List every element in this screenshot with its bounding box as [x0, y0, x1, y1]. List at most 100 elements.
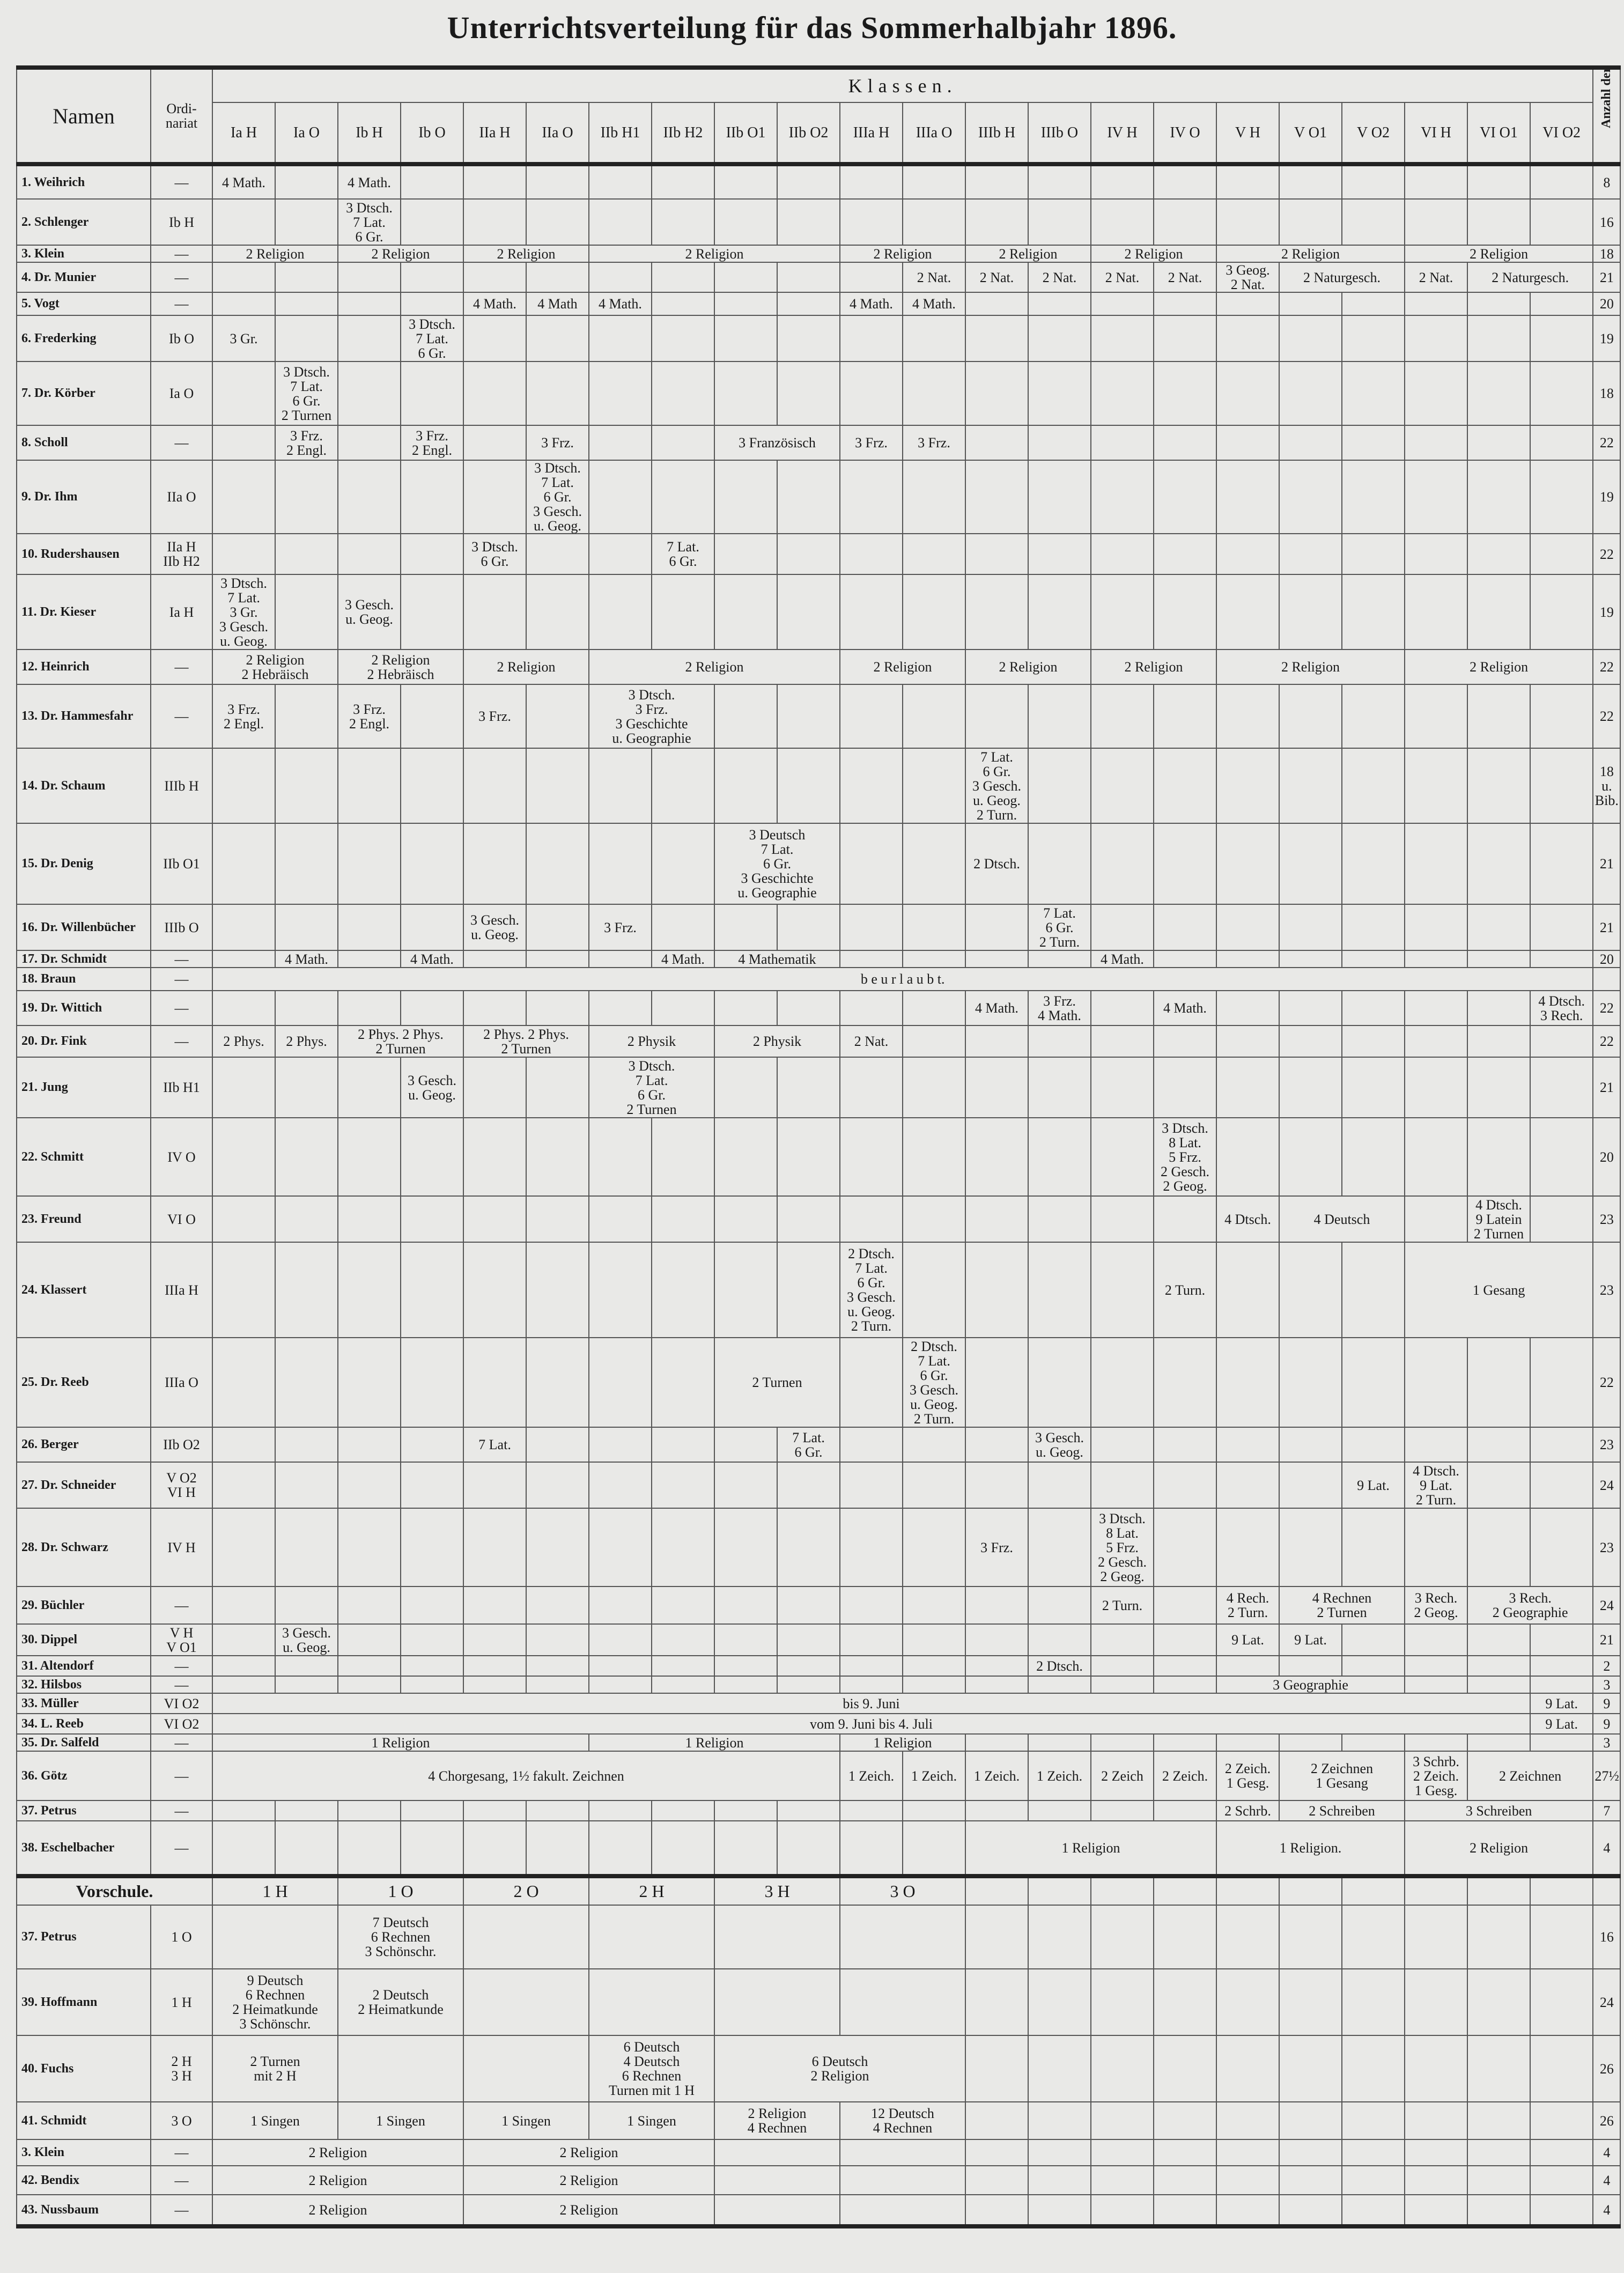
lesson-cell: 2 Religion: [1404, 245, 1594, 263]
empty-cell: [902, 1820, 966, 1877]
teaching-schedule-table: Namen Ordi- nariat Klassen. Anzahl der S…: [16, 65, 1621, 2228]
empty-cell: [714, 162, 778, 200]
class-header: V O2: [1341, 102, 1405, 165]
empty-cell: [1529, 460, 1594, 534]
empty-cell: [1279, 1968, 1342, 2036]
empty-cell: [1467, 574, 1531, 650]
empty-cell: [1529, 198, 1594, 246]
empty-cell: [1153, 1057, 1217, 1118]
empty-cell: [1529, 2101, 1594, 2140]
class-header: Ib O: [400, 102, 464, 165]
teacher-name: 26. Berger: [16, 1427, 151, 1463]
empty-cell: [651, 748, 715, 824]
hours-total: 19: [1592, 574, 1621, 650]
empty-cell: [651, 262, 715, 293]
empty-cell: [1279, 990, 1342, 1026]
empty-cell: [965, 1874, 1029, 1906]
lesson-cell: 4 Math.: [463, 292, 527, 316]
empty-cell: [1529, 1195, 1594, 1243]
ordinariat: IIb O2: [150, 1427, 213, 1463]
lesson-cell: 7 Lat. 6 Gr. 2 Turn.: [1028, 904, 1091, 951]
empty-cell: [1090, 1733, 1154, 1752]
lesson-cell: 3 Dtsch. 8 Lat. 5 Frz. 2 Gesch. 2 Geog.: [1153, 1117, 1217, 1197]
lesson-cell: 4 Chorgesang, 1½ fakult. Zeichnen: [212, 1751, 840, 1801]
empty-cell: [714, 684, 778, 749]
empty-cell: [1341, 1733, 1405, 1752]
empty-cell: [1404, 1655, 1468, 1677]
empty-cell: [839, 1508, 903, 1587]
empty-cell: [902, 950, 966, 968]
empty-cell: [965, 950, 1029, 968]
lesson-cell: 2 Nat.: [902, 262, 966, 293]
teacher-row: 31. Altendorf — 2 Dtsch. 2: [16, 1655, 1621, 1677]
hours-total: 16: [1592, 198, 1621, 246]
empty-cell: [463, 315, 527, 362]
empty-cell: [212, 1586, 276, 1625]
empty-cell: [526, 823, 589, 905]
empty-cell: [1028, 1462, 1091, 1509]
empty-cell: [839, 574, 903, 650]
empty-cell: [1028, 162, 1091, 200]
ordinariat: VI O2: [150, 1693, 213, 1714]
empty-cell: [1028, 198, 1091, 246]
empty-cell: [1028, 2194, 1091, 2227]
empty-cell: [212, 1623, 276, 1656]
lesson-cell: 2 Religion 2 Hebräisch: [212, 649, 338, 685]
empty-cell: [212, 1462, 276, 1509]
empty-cell: [1341, 1337, 1405, 1428]
empty-cell: [463, 1800, 527, 1821]
empty-cell: [965, 2101, 1029, 2140]
teacher-row: 20. Dr. Fink —2 Phys. 2 Phys. 2 Phys. 2 Phy…: [16, 1025, 1621, 1058]
empty-cell: [839, 533, 903, 575]
empty-cell: [400, 748, 464, 824]
empty-cell: [651, 574, 715, 650]
empty-cell: [275, 574, 338, 650]
empty-cell: [1153, 162, 1217, 200]
empty-cell: [714, 1057, 778, 1118]
empty-cell: [839, 748, 903, 824]
lesson-cell: 2 Religion: [839, 649, 966, 685]
empty-cell: [526, 990, 589, 1026]
empty-cell: [1153, 2139, 1217, 2166]
empty-cell: [965, 1337, 1029, 1428]
empty-cell: [1216, 823, 1280, 905]
empty-cell: [1529, 684, 1594, 749]
empty-cell: [714, 198, 778, 246]
ordinariat: IIa O: [150, 460, 213, 534]
empty-cell: [526, 162, 589, 200]
empty-cell: [1529, 823, 1594, 905]
empty-cell: [1467, 990, 1531, 1026]
empty-cell: [1028, 460, 1091, 534]
empty-cell: [526, 1117, 589, 1197]
hours-total: 18: [1592, 361, 1621, 426]
empty-cell: [1341, 292, 1405, 316]
empty-cell: [588, 315, 652, 362]
empty-cell: [965, 2165, 1029, 2195]
empty-cell: [588, 1623, 652, 1656]
lesson-cell: 3 Frz.: [902, 425, 966, 461]
hours-total: 23: [1592, 1242, 1621, 1338]
lesson-cell: 1 Zeich.: [839, 1751, 903, 1801]
empty-cell: [400, 1508, 464, 1587]
hours-total: 3: [1592, 1733, 1621, 1752]
lesson-cell: 4 Math.: [588, 292, 652, 316]
empty-cell: [1216, 2165, 1280, 2195]
empty-cell: [1467, 1337, 1531, 1428]
lesson-cell: 2 Phys. 2 Phys. 2 Turnen: [337, 1025, 464, 1058]
empty-cell: [1467, 2165, 1531, 2195]
empty-cell: [902, 1427, 966, 1463]
empty-cell: [212, 1117, 276, 1197]
empty-cell: [839, 1968, 966, 2036]
empty-cell: [212, 1508, 276, 1587]
lesson-cell: 3 Frz. 2 Engl.: [400, 425, 464, 461]
empty-cell: [526, 262, 589, 293]
lesson-cell: 3 Gesch. u. Geog.: [463, 904, 527, 951]
empty-cell: [212, 950, 276, 968]
lesson-cell: 3 Frz.: [526, 425, 589, 461]
empty-cell: [1529, 2035, 1594, 2102]
empty-cell: [588, 533, 652, 575]
teacher-row: 42. Bendix —2 Religion 2 Religion 4: [16, 2165, 1621, 2195]
empty-cell: [1529, 361, 1594, 426]
lesson-cell: 2 Religion: [1216, 245, 1405, 263]
